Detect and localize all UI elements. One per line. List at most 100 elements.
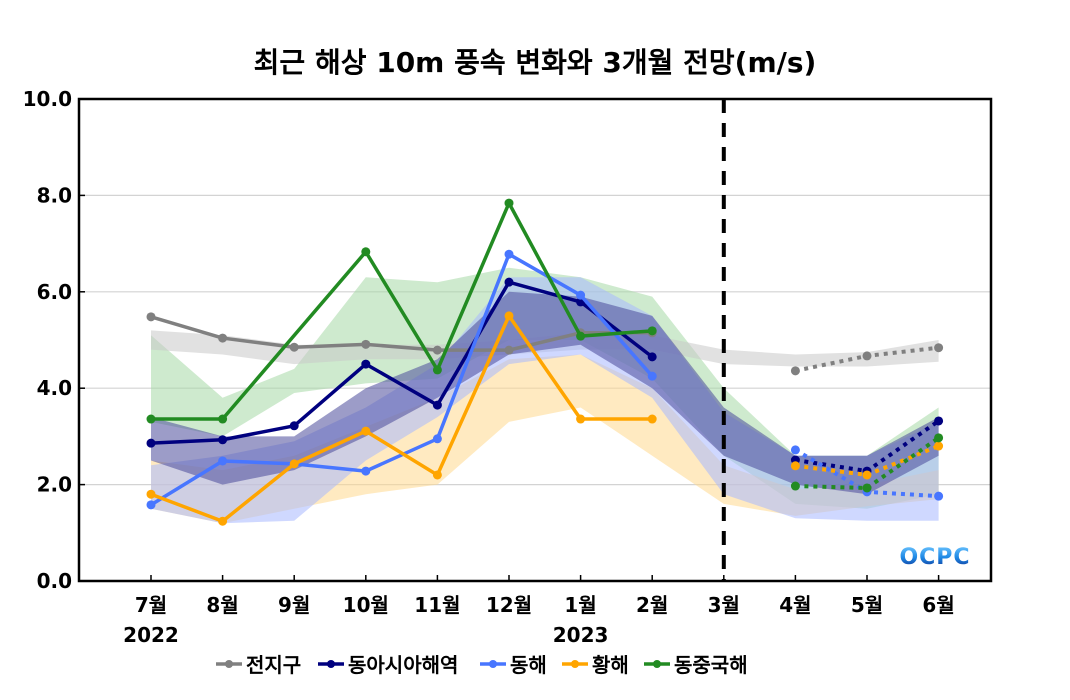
y-tick-label: 4.0 [37,376,72,400]
legend-marker-icon [571,660,579,668]
y-axis: 0.0 2.0 4.0 6.0 8.0 10.0 [23,87,85,593]
x-tick-label: 2월 [636,593,668,617]
legend-label: 동아시아해역 [348,653,458,677]
observed-point [361,339,371,349]
forecast-point [862,351,872,361]
observed-point [647,414,657,424]
x-tick-label: 5월 [851,593,883,617]
forecast-point [934,416,944,426]
observed-point [146,489,156,499]
legend-marker-icon [653,660,661,668]
forecast-point [790,481,800,491]
observed-point [146,312,156,322]
series-동중국해 [146,198,944,493]
forecast-point [790,461,800,471]
legend-item-전지구: 전지구 [216,653,301,677]
observed-line [150,315,653,352]
x-tick-label: 1월 [564,593,596,617]
observed-point [146,438,156,448]
x-tick-label: 4월 [779,593,811,617]
observed-point [576,331,586,341]
observed-point [146,414,156,424]
observed-point [218,414,228,424]
observed-point [218,435,228,445]
x-axis: 7월 8월 9월 10월 11월 12월 1월 2월 3월 4월 5월 6월 2022 2023 [123,575,955,647]
chart-title: 최근 해상 10m 풍속 변화와 3개월 전망(m/s) [254,46,817,79]
observed-point [361,466,371,476]
y-tick-label: 6.0 [37,280,72,304]
x-tick-label: 8월 [206,593,238,617]
forecast-point [790,366,800,376]
observed-point [647,352,657,362]
legend-marker-icon [489,660,497,668]
y-tick-label: 2.0 [37,473,72,497]
x-tick-label: 3월 [708,593,740,617]
band-동아시아해역 [151,291,939,495]
observed-point [289,342,299,352]
observed-point [361,426,371,436]
legend-label: 전지구 [246,653,301,677]
forecast-point [862,470,872,480]
observed-point [576,414,586,424]
observed-point [647,371,657,381]
y-tick-label: 10.0 [23,87,72,111]
observed-point [289,421,299,431]
observed-line [150,314,653,523]
observed-point [432,434,442,444]
observed-point [432,400,442,410]
observed-point [504,311,514,321]
forecast-point [862,483,872,493]
x-tick-label: 9월 [278,593,310,617]
legend-marker-icon [327,660,335,668]
ocpc-logo-text: OCPC [899,545,970,570]
x-tick-label: 10월 [343,593,389,617]
observed-point [432,470,442,480]
observed-point [361,359,371,369]
observed-point [647,326,657,336]
observed-point [504,198,514,208]
year-label: 2022 [123,623,179,647]
forecast-point [934,343,944,353]
observed-point [504,249,514,259]
forecast-point [790,445,800,455]
plot-frame [77,97,993,583]
x-tick-label: 6월 [922,593,954,617]
year-label: 2023 [553,623,609,647]
y-tick-label: 8.0 [37,183,72,207]
uncertainty-bands [151,267,939,524]
observed-point [146,500,156,510]
forecast-line [795,436,940,490]
series-황해 [146,311,944,526]
observed-point [218,516,228,526]
ocpc-logo: OCPC [899,545,970,570]
observed-point [504,277,514,287]
observed-point [432,345,442,355]
legend-label: 동중국해 [674,653,748,677]
observed-line [150,280,654,445]
legend-item-황해: 황해 [562,653,629,677]
observed-point [218,333,228,343]
forecast-point [934,491,944,501]
legend: 전지구 동아시아해역 동해 황해 동중국해 [216,653,748,677]
forecast-point [934,433,944,443]
observed-point [576,290,586,300]
y-tick-label: 0.0 [37,569,72,593]
x-tick-label: 11월 [414,593,460,617]
legend-label: 황해 [592,653,629,677]
series-lines [146,198,944,526]
observed-point [504,345,514,355]
legend-item-동중국해: 동중국해 [644,653,748,677]
observed-point [289,459,299,469]
x-tick-label: 7월 [135,593,167,617]
observed-point [432,365,442,375]
legend-item-동아시아해역: 동아시아해역 [318,653,458,677]
legend-marker-icon [225,660,233,668]
legend-item-동해: 동해 [480,653,547,677]
forecast-point [934,441,944,451]
legend-label: 동해 [510,653,547,677]
observed-point [218,456,228,466]
x-tick-label: 12월 [486,593,532,617]
observed-point [361,247,371,257]
series-전지구 [146,312,944,376]
